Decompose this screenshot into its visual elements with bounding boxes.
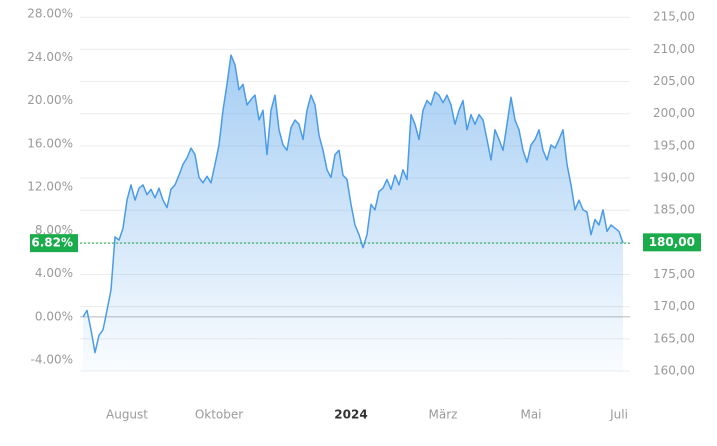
y2-tick-label: 170,00 bbox=[653, 299, 695, 313]
x-tick-label: Oktober bbox=[195, 408, 243, 422]
y-tick-label: 8.00% bbox=[35, 223, 73, 237]
y2-tick-label: 160,00 bbox=[653, 364, 695, 378]
x-tick-label: Juli bbox=[609, 408, 628, 422]
y-tick-label: 12.00% bbox=[27, 180, 73, 194]
y-tick-label: 20.00% bbox=[27, 93, 73, 107]
y-tick-label: 24.00% bbox=[27, 50, 73, 64]
price-label: 180,00 bbox=[649, 235, 695, 249]
x-tick-label: Mai bbox=[520, 408, 541, 422]
x-tick-label: März bbox=[429, 408, 458, 422]
y2-tick-label: 185,00 bbox=[653, 203, 695, 217]
y2-tick-label: 205,00 bbox=[653, 74, 695, 88]
y-tick-label: -4.00% bbox=[31, 353, 73, 367]
current-label: 6.82% bbox=[31, 236, 73, 250]
y2-tick-label: 215,00 bbox=[653, 10, 695, 24]
current-badge bbox=[30, 234, 78, 253]
y-tick-label: 0.00% bbox=[35, 309, 73, 323]
y-tick-label: 28.00% bbox=[27, 7, 73, 21]
y2-tick-label: 200,00 bbox=[653, 106, 695, 120]
y-tick-label: 4.00% bbox=[35, 266, 73, 280]
y2-tick-label: 190,00 bbox=[653, 171, 695, 185]
y2-tick-label: 210,00 bbox=[653, 42, 695, 56]
price-badge bbox=[643, 233, 701, 252]
x-tick-label: August bbox=[106, 408, 148, 422]
y2-tick-label: 165,00 bbox=[653, 331, 695, 345]
y2-tick-label: 175,00 bbox=[653, 267, 695, 281]
y2-tick-label: 195,00 bbox=[653, 138, 695, 152]
y-tick-label: 16.00% bbox=[27, 136, 73, 150]
area bbox=[83, 55, 623, 371]
line bbox=[82, 54, 624, 354]
x-tick-label: 2024 bbox=[334, 408, 367, 422]
